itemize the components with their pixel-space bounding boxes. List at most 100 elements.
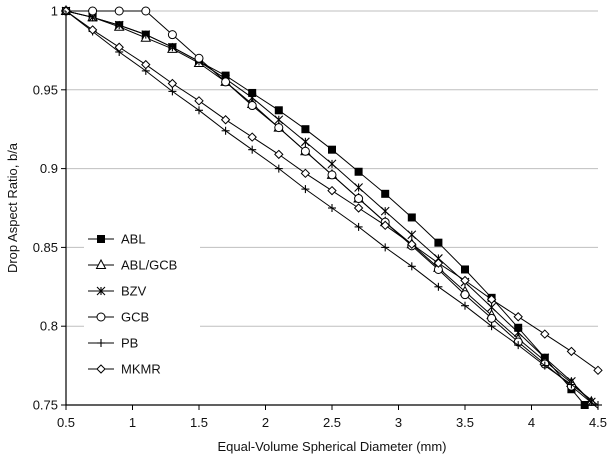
x-tick-labels: 0.5 1 1.5 2 2.5 3 3.5 4 4.5 xyxy=(57,415,607,430)
data-point xyxy=(327,185,337,196)
data-point xyxy=(247,132,257,142)
y-tick-labels: 0.75 0.8 0.85 0.9 0.95 1 xyxy=(33,4,58,413)
data-point xyxy=(354,167,363,176)
legend-item: ABL/GCB xyxy=(84,255,200,275)
data-point xyxy=(540,329,550,339)
data-point xyxy=(327,159,337,169)
data-point xyxy=(167,30,177,40)
data-point xyxy=(353,203,364,213)
legend-item-bg xyxy=(84,359,200,379)
data-point xyxy=(247,93,257,103)
data-point xyxy=(301,137,310,147)
axis-frame xyxy=(65,11,598,406)
data-point xyxy=(221,77,231,87)
legend: ABL ABL/GCB BZV GCB PB MKMR xyxy=(84,229,200,379)
data-point xyxy=(274,115,284,125)
data-point xyxy=(114,42,124,52)
data-point xyxy=(274,164,283,173)
data-point xyxy=(487,302,496,312)
data-point xyxy=(513,312,523,322)
data-point xyxy=(88,6,98,16)
data-point xyxy=(514,341,523,350)
data-point xyxy=(381,243,390,252)
x-tick-label: 3 xyxy=(395,415,402,430)
legend-marker xyxy=(96,312,106,322)
data-point xyxy=(114,6,124,16)
axes xyxy=(61,10,599,410)
data-point xyxy=(141,6,151,16)
y-tick-label: 0.75 xyxy=(33,398,58,413)
data-point xyxy=(301,125,310,134)
legend-label: GCB xyxy=(121,310,149,325)
x-tick-label: 1 xyxy=(129,415,136,430)
data-point xyxy=(248,88,257,97)
x-tick-label: 4 xyxy=(528,415,535,430)
x-tick-label: 3.5 xyxy=(456,415,474,430)
data-point xyxy=(354,194,364,204)
legend-item: MKMR xyxy=(84,359,200,379)
data-point xyxy=(354,183,363,192)
data-point xyxy=(87,25,98,35)
legend-marker xyxy=(97,339,105,347)
data-point xyxy=(433,258,444,268)
legend-marker xyxy=(96,286,106,296)
data-point xyxy=(407,239,417,249)
data-point xyxy=(274,123,284,133)
x-tick-label: 2 xyxy=(262,415,269,430)
y-tick-label: 1 xyxy=(51,4,58,19)
data-point xyxy=(460,275,470,286)
y-tick-label: 0.85 xyxy=(33,240,58,255)
data-point xyxy=(328,204,336,212)
x-tick-label: 4.5 xyxy=(589,415,607,430)
legend-item-bg xyxy=(84,307,200,327)
legend-item-bg xyxy=(84,333,200,353)
data-point xyxy=(168,42,177,52)
legend-item: BZV xyxy=(84,281,200,301)
data-point xyxy=(248,145,257,154)
data-point xyxy=(221,126,230,135)
y-axis-title: Drop Aspect Ratio, b/a xyxy=(5,142,20,273)
data-point xyxy=(380,206,390,216)
legend-item: GCB xyxy=(84,307,200,327)
legend-marker xyxy=(96,364,106,374)
x-tick-label: 0.5 xyxy=(57,415,75,430)
data-point xyxy=(300,146,310,156)
grid xyxy=(66,10,598,327)
legend-item: PB xyxy=(84,333,200,353)
data-point xyxy=(247,101,257,111)
data-point xyxy=(460,290,470,300)
x-tick-label: 2.5 xyxy=(323,415,341,430)
data-point xyxy=(566,346,577,357)
data-point xyxy=(168,87,177,96)
legend-label: ABL xyxy=(121,232,146,247)
series-mkmr xyxy=(61,6,603,376)
data-point xyxy=(274,106,283,115)
data-point xyxy=(301,185,310,194)
data-point xyxy=(434,238,443,247)
legend-marker xyxy=(97,235,105,243)
data-point xyxy=(354,222,363,231)
data-point xyxy=(514,323,523,332)
data-point xyxy=(327,170,337,180)
legend-item-bg xyxy=(84,229,200,249)
legend-label: ABL/GCB xyxy=(121,258,177,273)
data-point xyxy=(274,149,284,160)
y-tick-label: 0.95 xyxy=(33,82,58,97)
data-point xyxy=(220,115,231,125)
y-tick-label: 0.9 xyxy=(40,161,58,176)
data-point xyxy=(167,78,178,89)
data-point xyxy=(407,230,417,240)
data-point xyxy=(328,145,336,154)
series-pb xyxy=(62,7,602,409)
data-point xyxy=(380,220,390,231)
legend-item-bg xyxy=(84,255,200,275)
legend-item-bg xyxy=(84,281,200,301)
data-point xyxy=(300,168,311,179)
data-point xyxy=(487,322,496,331)
data-point xyxy=(434,282,443,291)
x-axis-title: Equal-Volume Spherical Diameter (mm) xyxy=(217,439,446,454)
legend-label: MKMR xyxy=(121,362,161,377)
data-point xyxy=(461,265,469,274)
legend-label: BZV xyxy=(121,284,147,299)
